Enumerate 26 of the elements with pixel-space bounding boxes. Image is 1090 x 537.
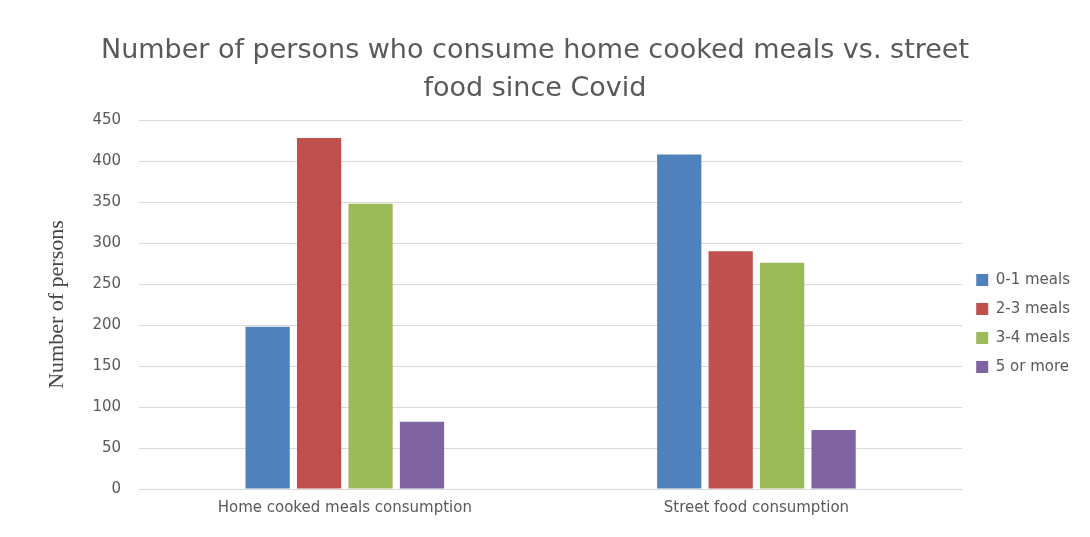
bar — [811, 429, 856, 489]
legend-label: 0-1 meals — [995, 269, 1071, 288]
y-tick-label: 200 — [92, 314, 122, 333]
y-tick-label: 150 — [92, 355, 122, 374]
y-tick-label: 350 — [92, 191, 122, 210]
bar — [708, 251, 753, 489]
x-tick-label: Street food consumption — [663, 497, 850, 516]
y-tick-label: 300 — [92, 232, 122, 251]
bar — [348, 203, 393, 489]
y-tick-label: 0 — [111, 478, 122, 497]
legend-label: 5 or more — [995, 356, 1069, 375]
legend-label: 2-3 meals — [995, 298, 1071, 317]
chart-title: Number of persons who consume home cooked meals vs. street food since Covid — [100, 32, 970, 104]
y-tick-label: 50 — [101, 437, 122, 456]
y-tick-label: 450 — [92, 109, 122, 128]
legend-label: 3-4 meals — [995, 327, 1071, 346]
bar — [245, 326, 290, 489]
y-axis-title: Number of persons — [42, 220, 68, 389]
bar — [657, 154, 702, 489]
bar — [296, 138, 342, 489]
y-tick-label: 100 — [92, 396, 122, 415]
y-tick-label: 400 — [92, 150, 122, 169]
y-tick-label: 250 — [92, 273, 122, 292]
bar — [399, 421, 445, 489]
bar — [760, 262, 805, 489]
x-tick-label: Home cooked meals consumption — [217, 497, 472, 516]
